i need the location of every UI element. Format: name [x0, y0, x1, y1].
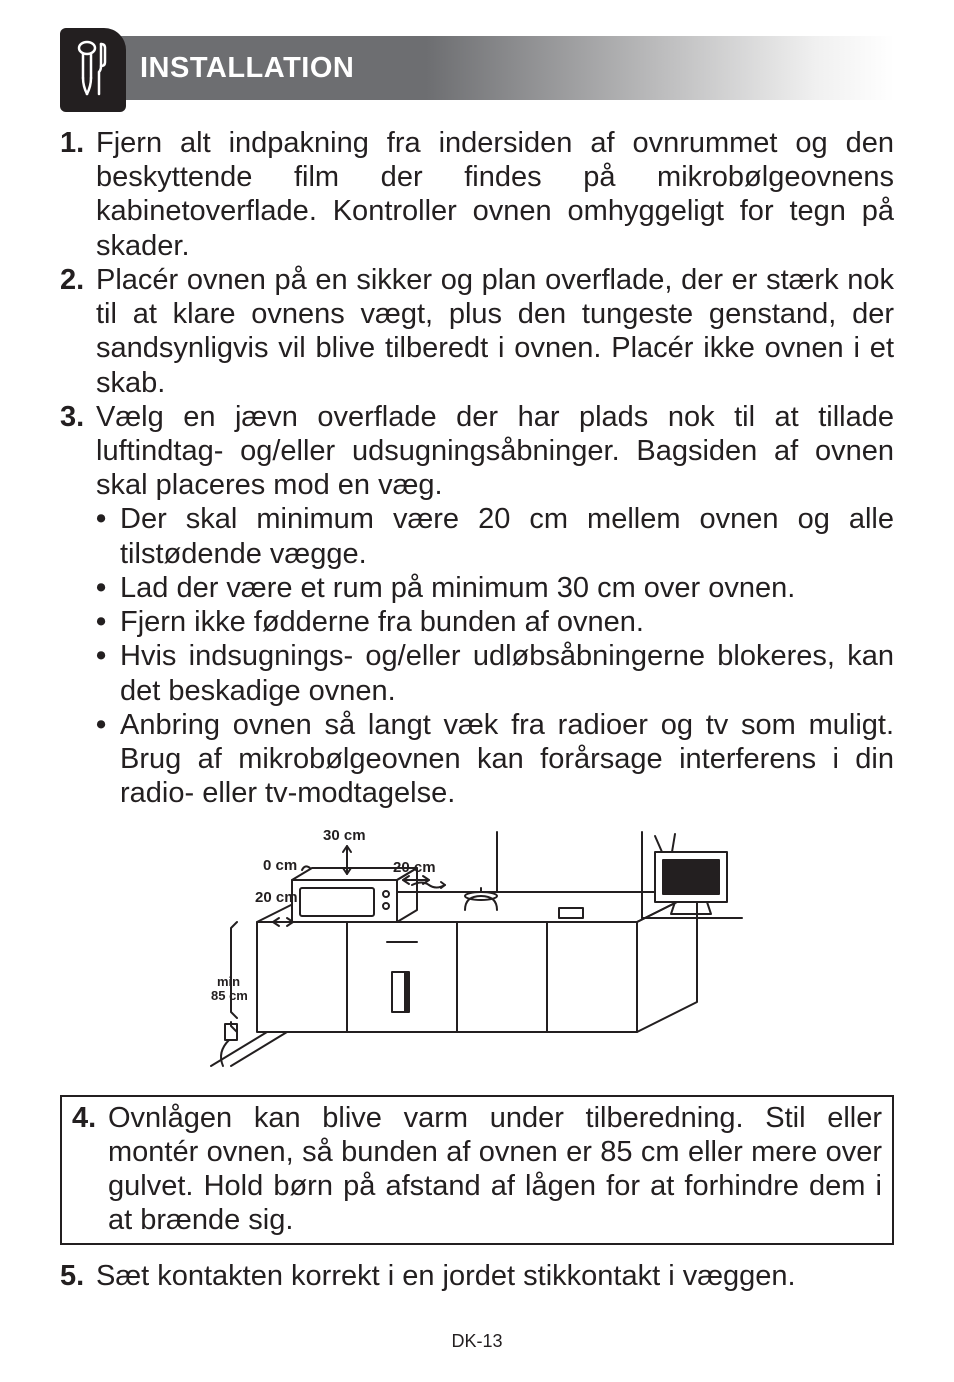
header-title: INSTALLATION — [140, 52, 354, 85]
bullet-mark: • — [96, 571, 120, 605]
label-min: min — [217, 974, 240, 989]
list-text: Fjern alt indpakning fra indersiden af o… — [96, 126, 894, 263]
list-text: Vælg en jævn overflade der har plads nok… — [96, 400, 894, 811]
label-20cm-right: 20 cm — [393, 859, 436, 876]
list-item-4: 4. Ovnlågen kan blive varm under tilbere… — [72, 1101, 882, 1238]
bullet-item: • Lad der være et rum på minimum 30 cm o… — [96, 571, 894, 605]
label-85cm: 85 cm — [211, 988, 248, 1003]
list-item-3: 3. Vælg en jævn overflade der har plads … — [60, 400, 894, 811]
label-30cm: 30 cm — [323, 827, 366, 844]
list-number: 2. — [60, 263, 96, 400]
installation-diagram: 0 cm 30 cm 20 cm 20 cm min 85 cm — [60, 822, 894, 1080]
bullet-text: Fjern ikke fødderne fra bunden af ovnen. — [120, 605, 894, 639]
section-header: INSTALLATION — [60, 36, 894, 100]
bullet-text: Hvis indsugnings- og/eller udløbsåbninge… — [120, 639, 894, 707]
label-20cm-left: 20 cm — [255, 889, 298, 906]
list-item-5: 5. Sæt kontakten korrekt i en jordet sti… — [60, 1259, 894, 1293]
bullet-item: • Fjern ikke fødderne fra bunden af ovne… — [96, 605, 894, 639]
list-number: 4. — [72, 1101, 108, 1238]
list-number: 3. — [60, 400, 96, 811]
bullet-item: • Hvis indsugnings- og/eller udløbsåbnin… — [96, 639, 894, 707]
content-body: 1. Fjern alt indpakning fra indersiden a… — [60, 126, 894, 1294]
bullet-text: Lad der være et rum på minimum 30 cm ove… — [120, 571, 894, 605]
warning-box: 4. Ovnlågen kan blive varm under tilbere… — [60, 1095, 894, 1246]
bullet-item: • Der skal minimum være 20 cm mellem ovn… — [96, 502, 894, 570]
header-gradient: INSTALLATION — [114, 36, 894, 100]
list-text: Placér ovnen på en sikker og plan overfl… — [96, 263, 894, 400]
list-text: Sæt kontakten korrekt i en jordet stikko… — [96, 1259, 894, 1293]
label-0cm: 0 cm — [263, 857, 297, 874]
bullet-mark: • — [96, 708, 120, 811]
list-text: Ovnlågen kan blive varm under tilberedni… — [108, 1101, 882, 1238]
list-number: 1. — [60, 126, 96, 263]
bullet-mark: • — [96, 605, 120, 639]
bullet-mark: • — [96, 502, 120, 570]
utensil-icon — [60, 28, 126, 112]
bullet-item: • Anbring ovnen så langt væk fra radioer… — [96, 708, 894, 811]
list-item-1: 1. Fjern alt indpakning fra indersiden a… — [60, 126, 894, 263]
list-item-2: 2. Placér ovnen på en sikker og plan ove… — [60, 263, 894, 400]
page-footer: DK-13 — [0, 1331, 954, 1352]
intro-text: Vælg en jævn overflade der har plads nok… — [96, 401, 894, 501]
bullet-text: Der skal minimum være 20 cm mellem ovnen… — [120, 502, 894, 570]
list-number: 5. — [60, 1259, 96, 1293]
bullet-mark: • — [96, 639, 120, 707]
bullet-text: Anbring ovnen så langt væk fra radioer o… — [120, 708, 894, 811]
